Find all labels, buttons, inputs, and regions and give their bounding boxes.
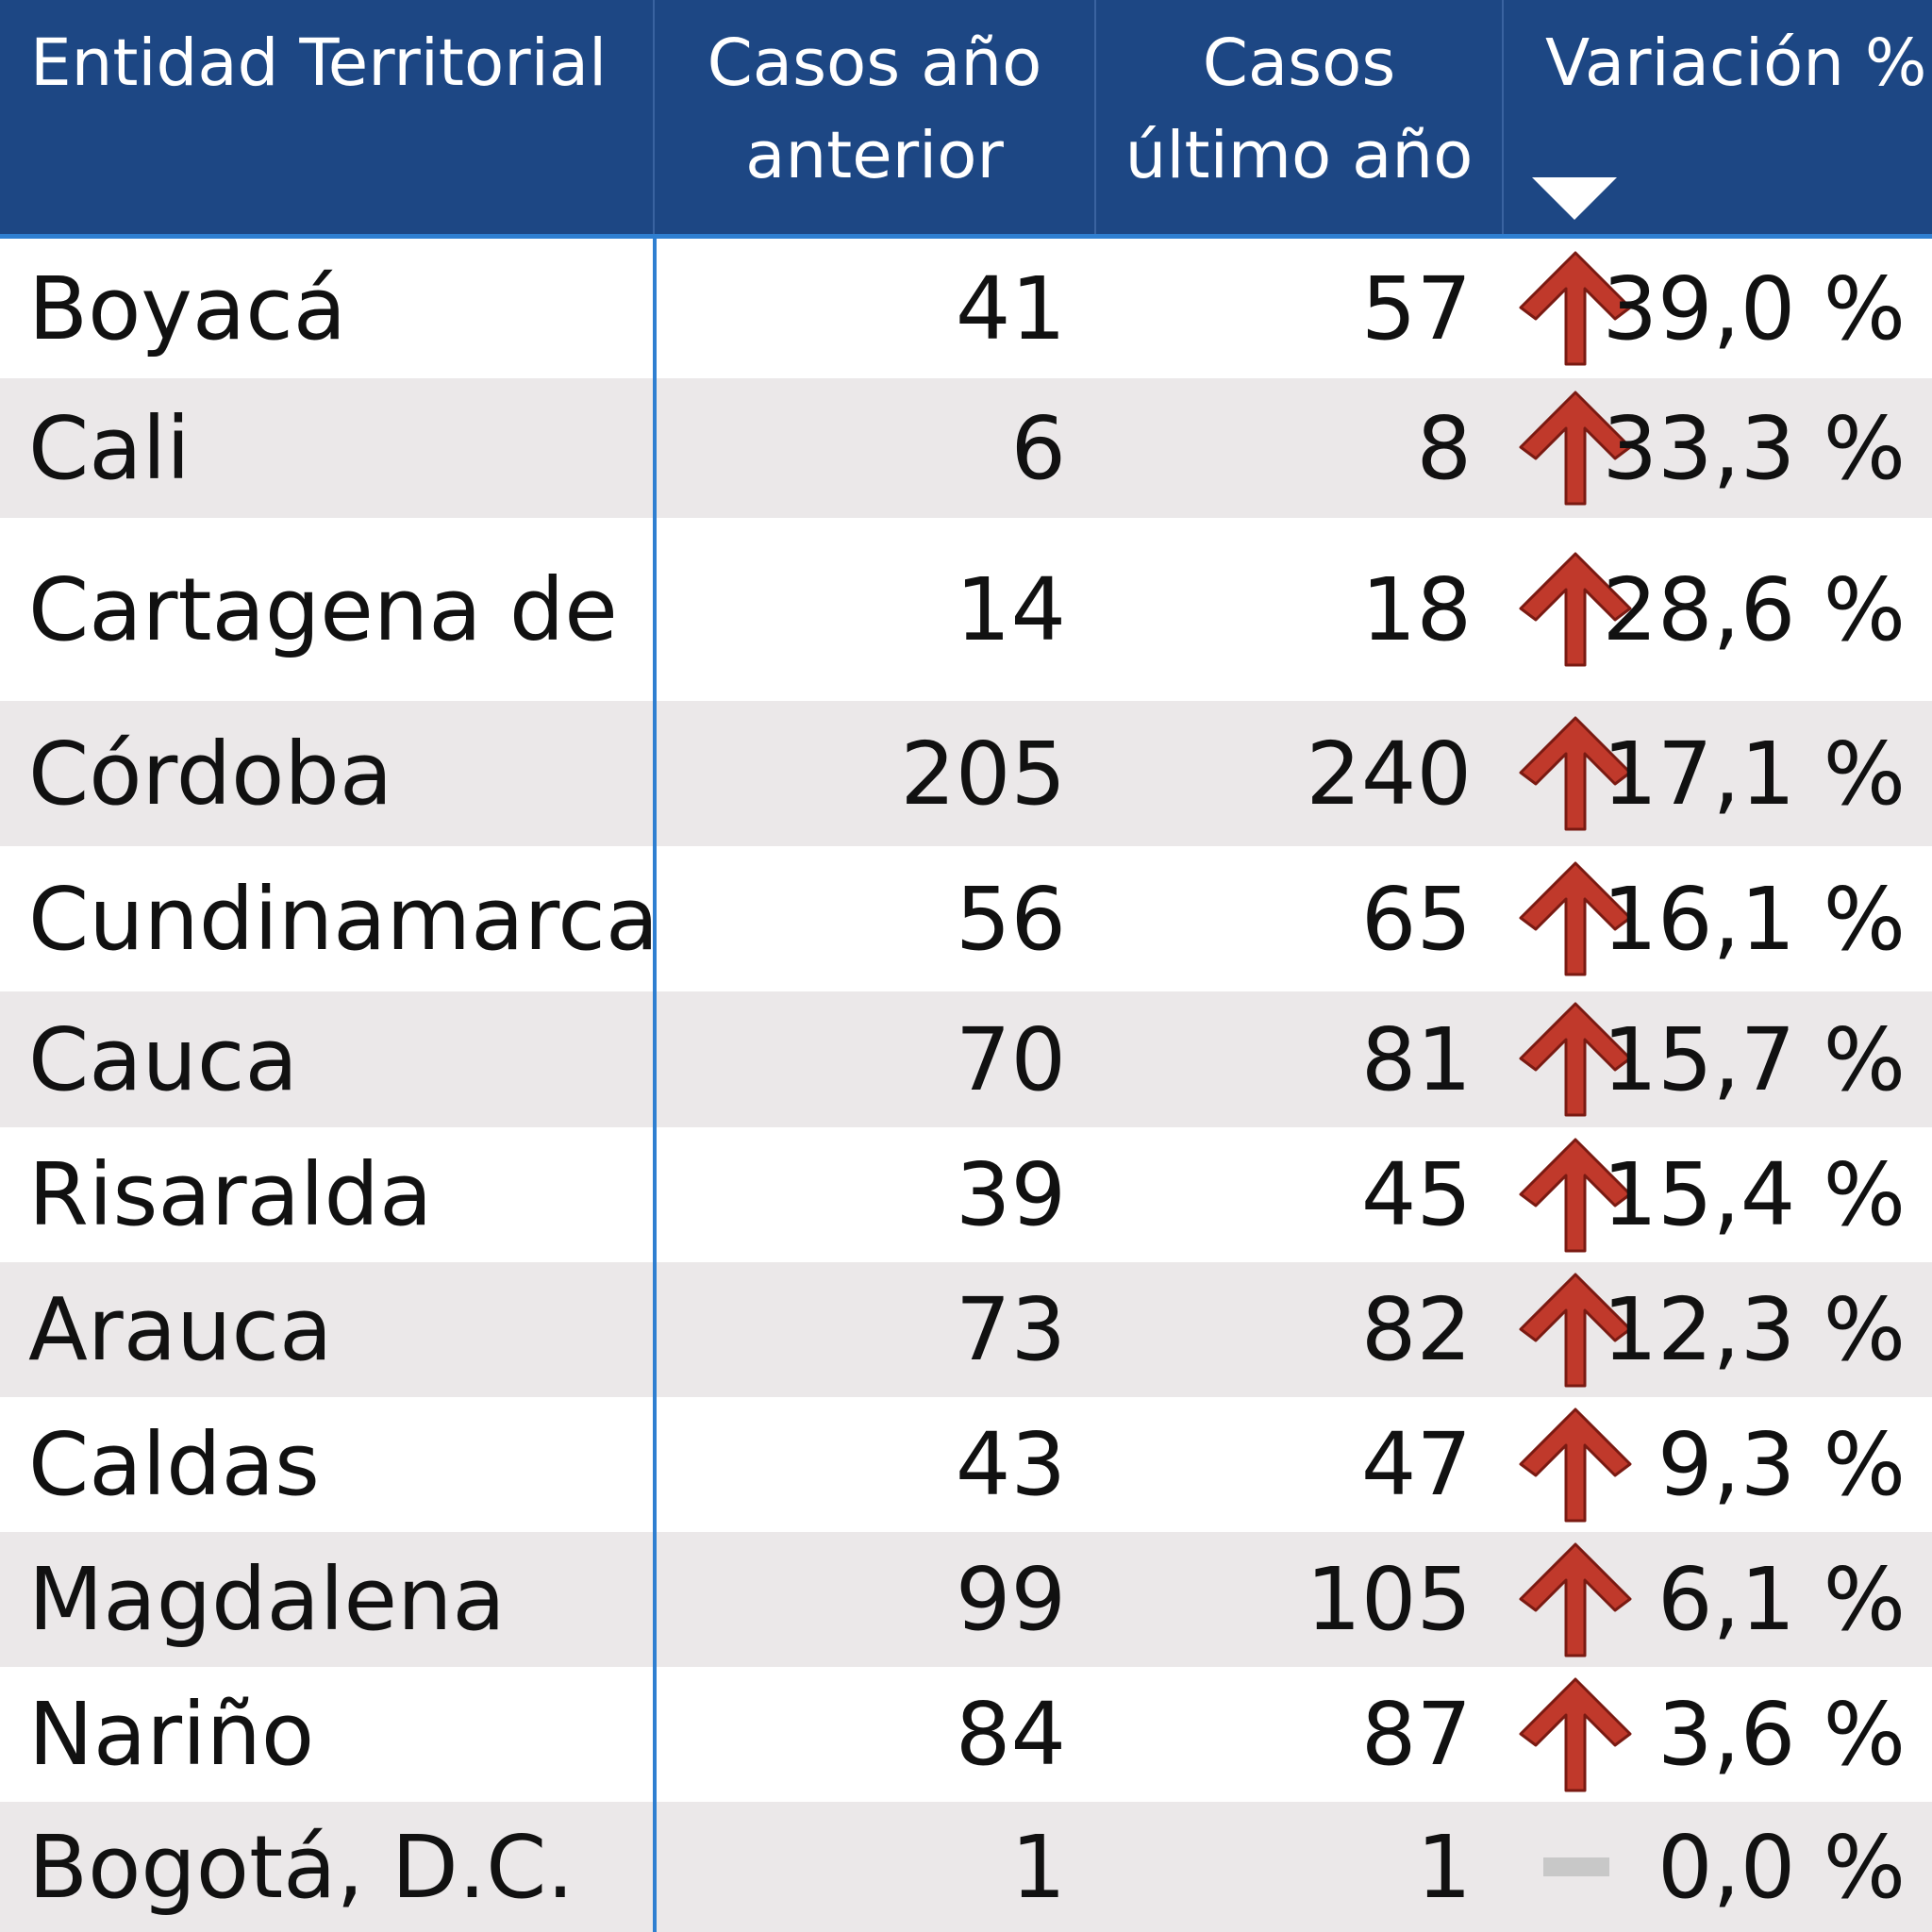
cases-last-year: 18 (1360, 558, 1472, 660)
trend-up-arrow-icon (1519, 1677, 1632, 1792)
table-row[interactable]: Magdalena 99 105 6,1 % (0, 1532, 1932, 1667)
trend-up-arrow-icon (1519, 1542, 1632, 1657)
cases-previous-year: 73 (955, 1279, 1066, 1380)
cases-last-year: 47 (1360, 1414, 1472, 1515)
cases-last-year: 240 (1306, 723, 1472, 824)
variation-percent: 12,3 % (1602, 1279, 1906, 1380)
trend-up-arrow-icon (1519, 861, 1632, 976)
cases-last-year: 82 (1360, 1279, 1472, 1380)
column-header-variation[interactable]: Variación % (1502, 0, 1932, 234)
variation-percent: 3,6 % (1657, 1684, 1906, 1785)
entity-name: Risaralda (28, 1144, 433, 1245)
table-row[interactable]: Arauca 73 82 12,3 % (0, 1262, 1932, 1397)
table-row[interactable]: Cauca 70 81 15,7 % (0, 991, 1932, 1127)
entity-name: Cauca (28, 1008, 298, 1110)
variation-percent: 0,0 % (1657, 1816, 1906, 1918)
entity-name: Córdoba (28, 723, 393, 824)
trend-up-arrow-icon (1519, 1138, 1632, 1253)
column-header-prev-line2: anterior (745, 118, 1004, 193)
trend-up-arrow-icon (1519, 1407, 1632, 1523)
table-header: Entidad Territorial Casos año anterior C… (0, 0, 1932, 239)
cases-previous-year: 99 (955, 1549, 1066, 1650)
variation-percent: 39,0 % (1602, 258, 1906, 359)
entity-name: Cali (28, 397, 191, 499)
table-row[interactable]: Cartagena de 14 18 28,6 % (0, 518, 1932, 701)
sort-descending-icon[interactable] (1532, 177, 1617, 220)
column-header-entity[interactable]: Entidad Territorial (0, 0, 653, 234)
table-row[interactable]: Boyacá 41 57 39,0 % (0, 239, 1932, 378)
cases-previous-year: 1 (1010, 1816, 1066, 1918)
trend-up-arrow-icon (1519, 391, 1632, 506)
cases-previous-year: 14 (955, 558, 1066, 660)
trend-flat-dash-icon (1543, 1857, 1609, 1876)
trend-up-arrow-icon (1519, 552, 1632, 667)
cases-previous-year: 205 (900, 723, 1066, 824)
cases-previous-year: 84 (955, 1684, 1066, 1785)
table-row[interactable]: Bogotá, D.C. 1 1 0,0 % (0, 1802, 1932, 1932)
cases-last-year: 57 (1360, 258, 1472, 359)
variation-percent: 17,1 % (1602, 723, 1906, 824)
column-header-entity-label: Entidad Territorial (30, 25, 608, 101)
variation-percent: 9,3 % (1657, 1414, 1906, 1515)
column-header-variation-label: Variación % (1545, 25, 1927, 101)
variation-percent: 28,6 % (1602, 558, 1906, 660)
table-row[interactable]: Risaralda 39 45 15,4 % (0, 1127, 1932, 1262)
variation-percent: 6,1 % (1657, 1549, 1906, 1650)
variation-percent: 15,4 % (1602, 1144, 1906, 1245)
cases-last-year: 81 (1360, 1008, 1472, 1110)
entity-name: Cartagena de (28, 558, 618, 660)
column-header-last-line1: Casos (1202, 25, 1396, 101)
cases-last-year: 8 (1416, 397, 1472, 499)
variation-percent: 33,3 % (1602, 397, 1906, 499)
cases-previous-year: 70 (955, 1008, 1066, 1110)
cases-last-year: 1 (1416, 1816, 1472, 1918)
column-header-last-line2: último año (1124, 118, 1474, 193)
variation-percent: 16,1 % (1602, 868, 1906, 970)
entity-name: Caldas (28, 1414, 320, 1515)
entity-name: Arauca (28, 1279, 333, 1380)
entity-name: Bogotá, D.C. (28, 1816, 575, 1918)
entity-name: Boyacá (28, 258, 347, 359)
column-header-prev[interactable]: Casos año anterior (653, 0, 1094, 234)
cases-last-year: 105 (1306, 1549, 1472, 1650)
entity-name: Nariño (28, 1684, 315, 1785)
trend-up-arrow-icon (1519, 1273, 1632, 1388)
cases-last-year: 65 (1360, 868, 1472, 970)
table-row[interactable]: Caldas 43 47 9,3 % (0, 1397, 1932, 1532)
entity-name: Magdalena (28, 1549, 506, 1650)
trend-up-arrow-icon (1519, 716, 1632, 831)
table-row[interactable]: Cundinamarca 56 65 16,1 % (0, 846, 1932, 991)
variation-percent: 15,7 % (1602, 1008, 1906, 1110)
cases-last-year: 45 (1360, 1144, 1472, 1245)
table-row[interactable]: Cali 6 8 33,3 % (0, 378, 1932, 518)
column-header-last[interactable]: Casos último año (1094, 0, 1502, 234)
entity-name: Cundinamarca (28, 868, 659, 970)
trend-up-arrow-icon (1519, 1002, 1632, 1117)
table-row[interactable]: Córdoba 205 240 17,1 % (0, 701, 1932, 846)
cases-previous-year: 41 (955, 258, 1066, 359)
trend-up-arrow-icon (1519, 251, 1632, 366)
column-divider (653, 239, 657, 1932)
cases-previous-year: 56 (955, 868, 1066, 970)
table-row[interactable]: Nariño 84 87 3,6 % (0, 1667, 1932, 1802)
column-header-prev-line1: Casos año (707, 25, 1042, 101)
cases-previous-year: 6 (1010, 397, 1066, 499)
cases-last-year: 87 (1360, 1684, 1472, 1785)
cases-previous-year: 43 (955, 1414, 1066, 1515)
cases-previous-year: 39 (955, 1144, 1066, 1245)
